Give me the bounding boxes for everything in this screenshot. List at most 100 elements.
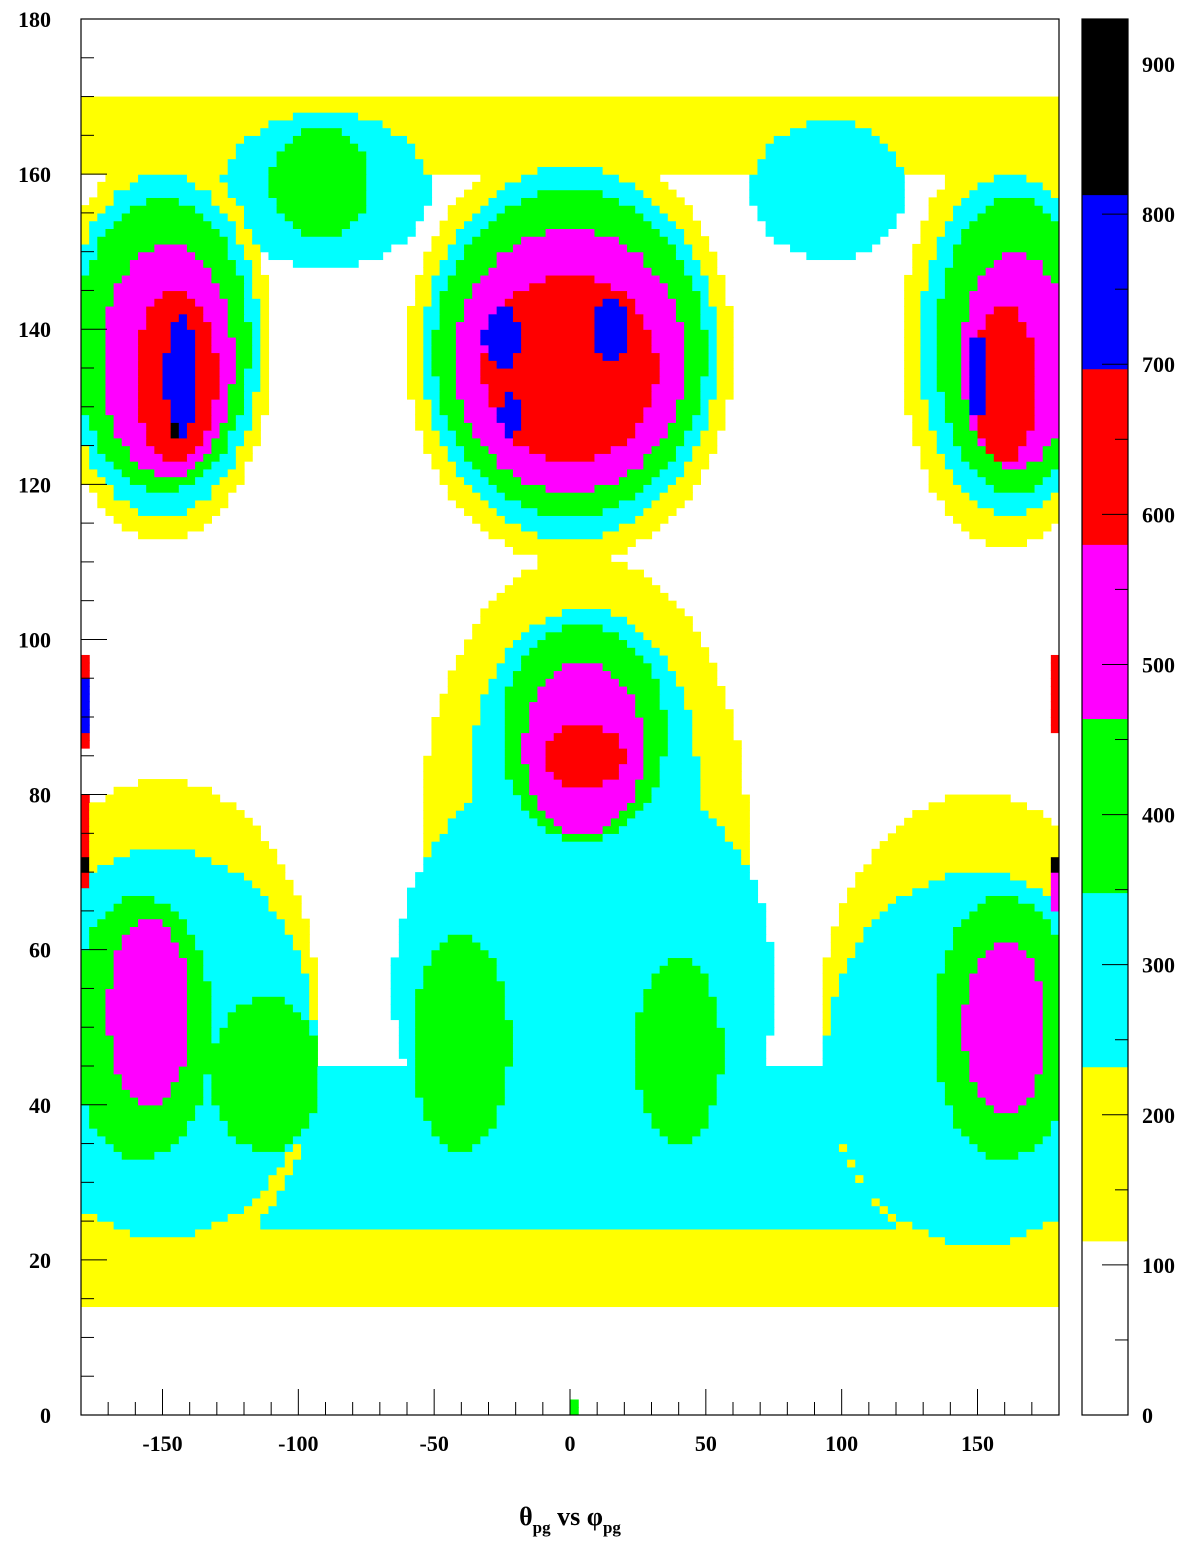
heatmap-cell	[928, 468, 954, 478]
heatmap-cell	[89, 841, 270, 850]
heatmap-cell	[105, 360, 139, 369]
heatmap-cell	[235, 414, 253, 423]
heatmap-cell	[439, 1135, 481, 1145]
heatmap-cell	[969, 391, 987, 400]
heatmap-cell	[488, 197, 522, 206]
heatmap-cell	[602, 623, 636, 633]
heatmap-cell	[431, 740, 473, 749]
heatmap-cell	[847, 965, 946, 974]
heatmap-cell	[855, 879, 930, 889]
heatmap-cell	[1050, 693, 1059, 703]
heatmap-cell	[138, 336, 172, 346]
heatmap-cell	[838, 980, 938, 990]
heatmap-cell	[472, 515, 506, 524]
heatmap-cell	[186, 996, 212, 1005]
heatmap-cell	[537, 554, 612, 563]
heatmap-cell	[969, 910, 1044, 920]
heatmap-cell	[488, 530, 538, 540]
heatmap-cell	[89, 941, 123, 951]
heatmap-cell	[928, 476, 954, 485]
heatmap-cell	[594, 344, 628, 354]
heatmap-cell	[219, 368, 237, 377]
heatmap-cell	[618, 763, 644, 772]
heatmap-cell	[260, 336, 270, 346]
heatmap-cell	[121, 468, 155, 478]
heatmap-cell	[700, 430, 718, 439]
heatmap-cell	[178, 941, 196, 951]
heatmap-cell	[936, 383, 962, 392]
heatmap-cell	[969, 305, 995, 315]
heatmap-cell	[415, 414, 433, 423]
heatmap-cell	[643, 732, 669, 741]
heatmap-cell	[398, 934, 449, 943]
heatmap-cell	[252, 274, 270, 284]
heatmap-cell	[464, 313, 490, 323]
heatmap-cell	[1042, 988, 1059, 997]
heatmap-cell	[643, 1003, 718, 1013]
heatmap-cell	[561, 662, 604, 672]
heatmap-cell	[871, 1197, 881, 1207]
heatmap-cell	[162, 360, 196, 369]
heatmap-cell	[708, 282, 726, 292]
heatmap-cell	[896, 1213, 1059, 1222]
heatmap-cell	[178, 1066, 318, 1075]
heatmap-cell	[162, 391, 196, 400]
heatmap-cell	[390, 996, 416, 1005]
heatmap-cell	[455, 375, 481, 385]
heatmap-cell	[186, 507, 221, 516]
heatmap-cell	[887, 833, 1059, 842]
heatmap-cell	[651, 197, 685, 206]
heatmap-cell	[1050, 918, 1059, 927]
heatmap-cell	[423, 980, 506, 990]
heatmap-cell	[904, 290, 922, 299]
heatmap-cell	[162, 1097, 204, 1106]
heatmap-cell	[219, 430, 229, 439]
heatmap-cell	[896, 1221, 913, 1230]
heatmap-cell	[692, 732, 734, 741]
heatmap-cell	[985, 360, 1036, 369]
heatmap-cell	[195, 499, 229, 509]
heatmap-cell	[211, 988, 310, 997]
heatmap-cell	[472, 236, 522, 245]
heatmap-cell	[284, 918, 310, 927]
heatmap-cell	[447, 492, 481, 501]
heatmap-cell	[602, 352, 620, 361]
heatmap-cell	[455, 197, 490, 206]
heatmap-cell	[81, 127, 261, 136]
heatmap-cell	[1034, 197, 1059, 206]
heatmap-cell	[195, 399, 212, 408]
heatmap-cell	[81, 1197, 253, 1207]
heatmap-cell	[268, 181, 367, 191]
heatmap-cell	[89, 802, 237, 811]
x-tick-label: 0	[565, 1431, 576, 1456]
heatmap-cell	[235, 368, 245, 377]
heatmap-cell	[415, 1019, 514, 1028]
heatmap-cell	[81, 949, 115, 959]
heatmap-cell	[407, 375, 424, 385]
heatmap-cell	[431, 717, 481, 726]
heatmap-cell	[675, 670, 718, 679]
heatmap-cell	[309, 1112, 424, 1121]
heatmap-cell	[89, 864, 98, 873]
heatmap-cell	[105, 910, 180, 920]
heatmap-cell	[969, 1073, 1036, 1083]
heatmap-cell	[488, 321, 522, 330]
heatmap-cell	[178, 430, 188, 439]
heatmap-cell	[684, 236, 710, 245]
heatmap-cell	[423, 430, 441, 439]
heatmap-cell	[301, 957, 318, 966]
heatmap-cell	[912, 422, 930, 431]
heatmap-cell	[1026, 329, 1059, 338]
heatmap-cell	[969, 399, 987, 408]
heatmap-cell	[81, 135, 245, 144]
heatmap-cell	[447, 453, 465, 462]
heatmap-cell	[1042, 1050, 1059, 1059]
heatmap-cell	[113, 461, 139, 470]
heatmap-cell	[235, 344, 253, 354]
heatmap-cell	[480, 360, 498, 369]
heatmap-cell	[366, 150, 416, 160]
heatmap-cell	[602, 779, 636, 788]
heatmap-cell	[431, 360, 457, 369]
heatmap-cell	[635, 1027, 726, 1036]
heatmap-cell	[822, 957, 848, 966]
